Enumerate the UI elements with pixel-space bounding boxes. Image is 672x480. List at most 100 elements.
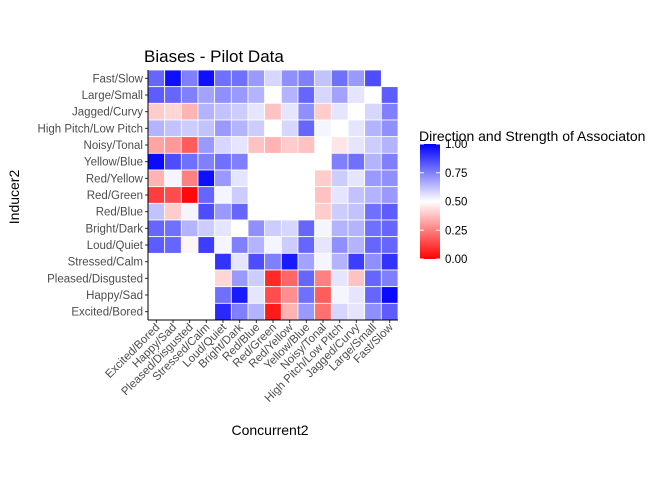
heatmap-cell xyxy=(380,186,399,204)
heatmap-cell xyxy=(247,69,266,88)
heatmap-cell xyxy=(230,136,249,154)
heatmap-cell xyxy=(280,286,299,304)
heatmap-cell xyxy=(180,186,199,204)
heatmap-cell xyxy=(264,102,282,121)
heatmap-cell xyxy=(380,202,399,221)
heatmap-cell xyxy=(364,102,382,121)
heatmap-cell xyxy=(214,186,232,204)
heatmap-cell xyxy=(230,102,249,121)
heatmap-cell xyxy=(347,86,366,104)
heatmap-cell xyxy=(347,152,366,171)
heatmap-cell xyxy=(280,69,299,88)
heatmap-cell xyxy=(164,152,182,171)
heatmap-cell xyxy=(247,252,266,271)
heatmap-cell xyxy=(164,119,182,138)
heatmap-cell xyxy=(314,269,332,288)
legend-tick-label: 0.50 xyxy=(445,197,467,209)
heatmap-cell xyxy=(197,202,216,221)
heatmap-cell xyxy=(330,302,349,321)
heatmap-cell xyxy=(364,152,382,171)
heatmap-cell xyxy=(280,102,299,121)
heatmap-cell xyxy=(180,136,199,154)
heatmap-cell xyxy=(230,202,249,221)
y-tick-label: Jagged/Curvy xyxy=(72,107,143,119)
heatmap-cell xyxy=(180,169,199,188)
heatmap-cell xyxy=(214,136,232,154)
heatmap-cell xyxy=(214,302,232,321)
heatmap-cell xyxy=(230,186,249,204)
y-tick-label: Happy/Sad xyxy=(86,290,143,302)
heatmap-cell xyxy=(297,236,316,254)
heatmap-cell xyxy=(180,69,199,88)
heatmap-cell xyxy=(230,219,249,238)
heatmap-cell xyxy=(197,152,216,171)
heatmap-cell xyxy=(380,152,399,171)
heatmap-cell xyxy=(147,186,166,204)
heatmap-cell xyxy=(147,86,166,104)
heatmap-cell xyxy=(147,69,166,88)
heatmap-cell xyxy=(247,219,266,238)
y-tick-label: Large/Small xyxy=(82,90,143,102)
heatmap-cell xyxy=(264,86,282,104)
heatmap-cell xyxy=(330,202,349,221)
heatmap-cell xyxy=(197,136,216,154)
heatmap-cell xyxy=(197,102,216,121)
heatmap-cell xyxy=(347,202,366,221)
heatmap-cell xyxy=(180,219,199,238)
heatmap-cell xyxy=(314,186,332,204)
y-axis-title: Inducer2 xyxy=(6,170,22,225)
heatmap-cell xyxy=(264,236,282,254)
heatmap-cell xyxy=(297,86,316,104)
heatmap-cell xyxy=(164,236,182,254)
heatmap-cell xyxy=(347,119,366,138)
heatmap-cell xyxy=(364,69,382,88)
heatmap-cell xyxy=(347,302,366,321)
heatmap-cell xyxy=(280,136,299,154)
heatmap-cell xyxy=(197,86,216,104)
heatmap-cell xyxy=(314,86,332,104)
heatmap-cell xyxy=(314,252,332,271)
heatmap-cell xyxy=(330,252,349,271)
heatmap-cell xyxy=(364,286,382,304)
heatmap-cell xyxy=(330,219,349,238)
heatmap-cell xyxy=(230,86,249,104)
heatmap-cell xyxy=(347,286,366,304)
heatmap-cell xyxy=(180,152,199,171)
heatmap-cell xyxy=(230,69,249,88)
heatmap-cell xyxy=(297,302,316,321)
heatmap-cell xyxy=(280,86,299,104)
heatmap-cell xyxy=(264,269,282,288)
heatmap-cell xyxy=(247,286,266,304)
x-axis-title: Concurrent2 xyxy=(231,422,308,438)
heatmap-cell xyxy=(247,269,266,288)
heatmap-cell xyxy=(347,69,366,88)
chart-title: Biases - Pilot Data xyxy=(144,47,284,66)
heatmap-cell xyxy=(147,119,166,138)
y-tick-label: Stressed/Calm xyxy=(68,257,143,269)
heatmap-cell xyxy=(380,286,399,304)
heatmap-cell xyxy=(247,86,266,104)
legend-tick-label: 0.00 xyxy=(445,254,467,266)
y-tick-label: Red/Yellow xyxy=(86,173,144,185)
heatmap-cell xyxy=(280,269,299,288)
heatmap-cell xyxy=(280,252,299,271)
heatmap-cell xyxy=(364,202,382,221)
heatmap-cell xyxy=(314,302,332,321)
heatmap-cell xyxy=(147,236,166,254)
heatmap-cell xyxy=(147,169,166,188)
heatmap-cell xyxy=(180,202,199,221)
heatmap-cell xyxy=(264,302,282,321)
y-tick-label: Excited/Bored xyxy=(71,307,143,319)
heatmap-cell xyxy=(314,236,332,254)
y-tick-label: Loud/Quiet xyxy=(87,240,144,252)
heatmap-cell xyxy=(314,152,332,171)
heatmap-cell xyxy=(330,69,349,88)
heatmap-cell xyxy=(314,69,332,88)
y-tick-label: Fast/Slow xyxy=(93,73,144,85)
heatmap-cell xyxy=(147,202,166,221)
legend-tick-label: 1.00 xyxy=(445,139,467,151)
heatmap-cell xyxy=(364,136,382,154)
heatmap-cell xyxy=(180,236,199,254)
heatmap-cell xyxy=(364,236,382,254)
